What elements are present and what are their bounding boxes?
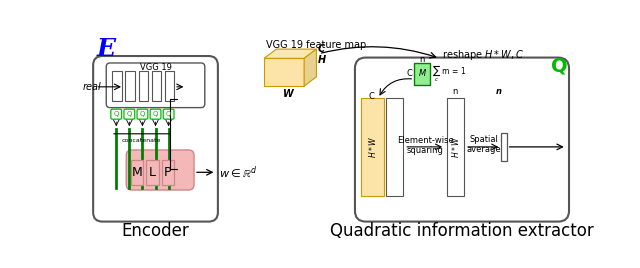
FancyBboxPatch shape (126, 150, 194, 190)
FancyBboxPatch shape (150, 109, 161, 119)
Text: W: W (283, 89, 293, 99)
Text: n: n (452, 87, 458, 96)
Text: C: C (369, 92, 375, 101)
Text: VGG 19 feature map: VGG 19 feature map (266, 40, 367, 50)
Bar (386, 98, 403, 196)
Text: Q: Q (166, 111, 172, 117)
Text: $H*W$: $H*W$ (449, 136, 461, 158)
Text: VGG 19: VGG 19 (140, 63, 172, 72)
Text: P: P (164, 166, 172, 179)
Text: C: C (406, 69, 413, 78)
Text: Spatial: Spatial (469, 135, 498, 144)
Text: M: M (419, 69, 426, 78)
Text: Element-wise: Element-wise (397, 136, 453, 145)
Bar (264, 58, 304, 86)
Bar (361, 98, 384, 196)
Bar (414, 63, 429, 84)
Text: Q: Q (153, 111, 158, 117)
Bar (501, 133, 507, 161)
FancyBboxPatch shape (137, 109, 148, 119)
Bar (139, 71, 148, 102)
Text: $w \in \mathbb{R}^d$: $w \in \mathbb{R}^d$ (219, 164, 257, 181)
Text: average: average (466, 145, 501, 154)
Text: M: M (132, 166, 143, 179)
Text: $\sum_c$ m = 1: $\sum_c$ m = 1 (432, 63, 466, 84)
FancyBboxPatch shape (124, 109, 135, 119)
Bar (447, 98, 463, 196)
Text: Encoder: Encoder (122, 222, 189, 240)
FancyBboxPatch shape (106, 63, 205, 108)
Text: Q: Q (552, 57, 568, 76)
FancyBboxPatch shape (355, 58, 569, 222)
Bar (147, 160, 159, 185)
Text: reshape $H*W,C$: reshape $H*W,C$ (442, 48, 524, 62)
Text: Q: Q (127, 111, 132, 117)
Text: real: real (83, 82, 102, 92)
Text: H: H (318, 55, 326, 65)
Bar (125, 71, 135, 102)
Polygon shape (264, 49, 316, 58)
Bar (113, 71, 122, 102)
Text: $H*W$: $H*W$ (367, 136, 378, 158)
Text: n: n (419, 55, 424, 64)
Text: L: L (149, 166, 156, 179)
Text: E: E (97, 38, 116, 61)
Polygon shape (304, 49, 316, 86)
Text: squaring: squaring (406, 146, 444, 155)
Text: concatenate: concatenate (122, 138, 161, 143)
FancyBboxPatch shape (163, 109, 174, 119)
Bar (164, 71, 174, 102)
Bar (162, 160, 174, 185)
FancyBboxPatch shape (93, 56, 218, 222)
Bar (152, 71, 161, 102)
Text: Q: Q (113, 111, 119, 117)
Text: C: C (318, 44, 325, 54)
Text: Q: Q (140, 111, 145, 117)
Bar (131, 160, 143, 185)
Text: Quadratic information extractor: Quadratic information extractor (330, 222, 594, 240)
Text: n: n (496, 87, 502, 96)
FancyBboxPatch shape (111, 109, 122, 119)
